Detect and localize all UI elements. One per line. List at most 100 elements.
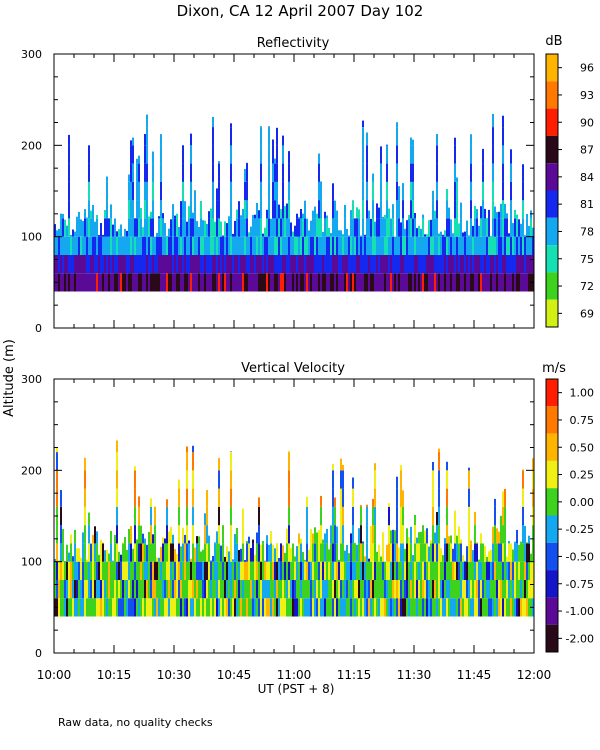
- heatmap-cell: [238, 598, 240, 617]
- heatmap-cell: [400, 561, 402, 580]
- heatmap-cell: [164, 598, 166, 617]
- heatmap-cell: [188, 206, 190, 219]
- heatmap-cell: [334, 525, 336, 544]
- heatmap-cell: [404, 561, 406, 580]
- heatmap-cell: [198, 254, 200, 274]
- heatmap-cell: [202, 220, 204, 237]
- heatmap-cell: [416, 273, 418, 292]
- heatmap-cell: [122, 579, 124, 599]
- heatmap-cell: [272, 254, 274, 274]
- heatmap-cell: [184, 561, 186, 580]
- heatmap-cell: [326, 529, 328, 544]
- heatmap-cell: [190, 133, 192, 146]
- heatmap-cell: [54, 558, 56, 562]
- heatmap-cell: [256, 532, 258, 544]
- heatmap-cell: [262, 543, 264, 562]
- heatmap-cell: [438, 598, 440, 617]
- heatmap-cell: [374, 236, 376, 255]
- heatmap-cell: [254, 236, 256, 255]
- heatmap-cell: [154, 506, 156, 526]
- heatmap-cell: [212, 163, 214, 182]
- heatmap-cell: [342, 234, 344, 237]
- heatmap-cell: [300, 538, 302, 544]
- heatmap-cell: [382, 236, 384, 255]
- heatmap-cell: [458, 561, 460, 580]
- heatmap-cell: [510, 181, 512, 201]
- heatmap-cell: [300, 209, 302, 219]
- heatmap-cell: [522, 236, 524, 255]
- heatmap-cell: [162, 218, 164, 237]
- heatmap-cell: [164, 579, 166, 599]
- heatmap-cell: [182, 527, 184, 544]
- heatmap-cell: [428, 236, 430, 255]
- heatmap-cell: [230, 123, 232, 128]
- heatmap-cell: [114, 543, 116, 562]
- heatmap-cell: [98, 579, 100, 599]
- heatmap-cell: [438, 273, 440, 292]
- heatmap-cell: [512, 561, 514, 580]
- heatmap-cell: [406, 561, 408, 580]
- heatmap-cell: [246, 273, 248, 292]
- heatmap-cell: [186, 236, 188, 255]
- heatmap-cell: [422, 236, 424, 255]
- heatmap-cell: [510, 543, 512, 562]
- heatmap-cell: [476, 236, 478, 255]
- heatmap-cell: [500, 543, 502, 562]
- heatmap-cell: [274, 561, 276, 580]
- heatmap-cell: [300, 218, 302, 237]
- heatmap-cell: [54, 236, 56, 255]
- heatmap-cell: [468, 579, 470, 599]
- heatmap-cell: [380, 598, 382, 617]
- heatmap-cell: [172, 254, 174, 274]
- heatmap-cell: [466, 561, 468, 580]
- heatmap-cell: [152, 163, 154, 182]
- heatmap-cell: [398, 273, 400, 292]
- heatmap-cell: [400, 273, 402, 292]
- heatmap-cell: [314, 579, 316, 599]
- heatmap-cell: [488, 598, 490, 617]
- heatmap-cell: [246, 543, 248, 562]
- heatmap-cell: [138, 155, 140, 164]
- heatmap-cell: [184, 579, 186, 599]
- heatmap-cell: [100, 598, 102, 617]
- heatmap-cell: [470, 561, 472, 580]
- heatmap-cell: [342, 525, 344, 544]
- heatmap-cell: [398, 598, 400, 617]
- heatmap-cell: [400, 222, 402, 237]
- heatmap-cell: [54, 254, 56, 274]
- heatmap-cell: [134, 561, 136, 580]
- heatmap-cell: [212, 200, 214, 219]
- heatmap-cell: [232, 559, 234, 562]
- heatmap-cell: [410, 163, 412, 182]
- heatmap-cell: [490, 236, 492, 255]
- heatmap-cell: [260, 236, 262, 255]
- heatmap-cell: [358, 598, 360, 617]
- heatmap-cell: [158, 598, 160, 617]
- y-tick-label: 200: [21, 139, 42, 152]
- heatmap-cell: [140, 598, 142, 617]
- heatmap-cell: [408, 561, 410, 580]
- heatmap-cell: [240, 215, 242, 219]
- heatmap-cell: [202, 236, 204, 255]
- heatmap-cell: [190, 181, 192, 201]
- heatmap-cell: [104, 218, 106, 237]
- heatmap-cell: [154, 506, 156, 507]
- heatmap-cell: [354, 218, 356, 237]
- heatmap-cell: [82, 561, 84, 580]
- heatmap-cell: [264, 236, 266, 255]
- heatmap-cell: [374, 221, 376, 237]
- heatmap-cell: [164, 273, 166, 292]
- heatmap-cell: [314, 218, 316, 237]
- heatmap-cell: [512, 549, 514, 562]
- heatmap-cell: [522, 488, 524, 507]
- heatmap-cell: [182, 145, 184, 164]
- heatmap-cell: [438, 543, 440, 562]
- heatmap-cell: [400, 254, 402, 274]
- heatmap-cell: [136, 218, 138, 237]
- heatmap-cell: [468, 561, 470, 580]
- heatmap-cell: [146, 218, 148, 237]
- heatmap-cell: [344, 550, 346, 562]
- heatmap-cell: [376, 579, 378, 599]
- heatmap-cell: [490, 549, 492, 562]
- heatmap-cell: [414, 273, 416, 292]
